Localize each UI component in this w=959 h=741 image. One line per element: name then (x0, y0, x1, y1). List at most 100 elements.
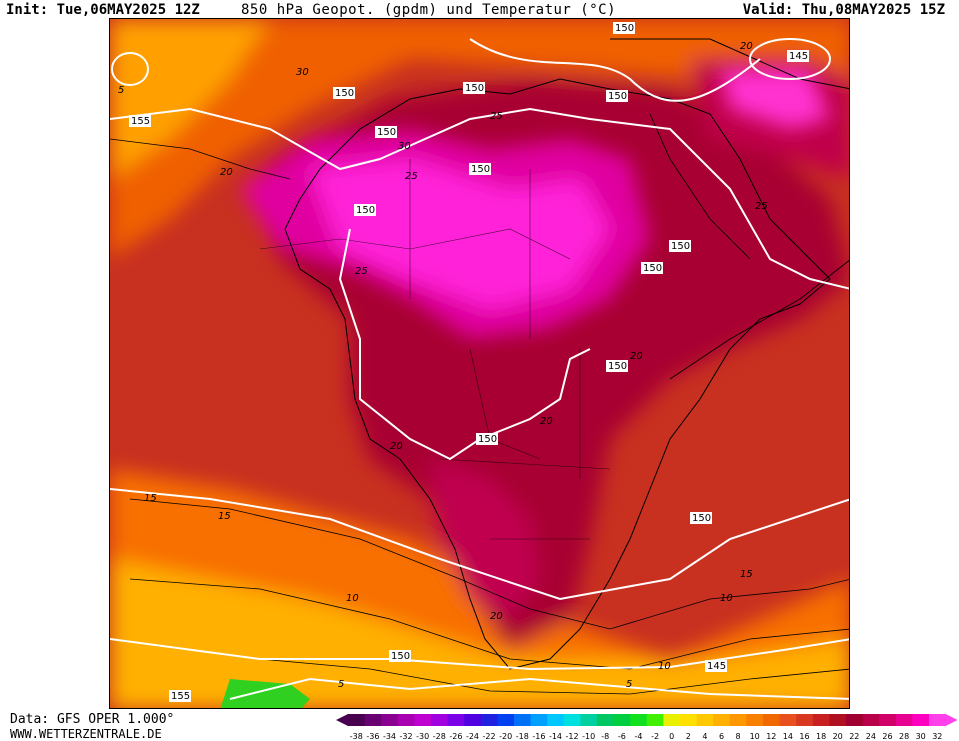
color-scale-right-arrow (945, 714, 958, 726)
color-scale-tick: 18 (816, 732, 826, 741)
isotherm-label: 10 (346, 593, 359, 604)
isotherm-label: 10 (658, 661, 671, 672)
temp-field-southern-africa (430, 459, 540, 619)
geopotential-145-south (229, 677, 849, 700)
data-source: Data: GFS OPER 1.000° (10, 712, 175, 727)
color-scale-swatch (680, 714, 698, 726)
svg-text:150: 150 (465, 83, 484, 94)
color-scale-tick: 16 (799, 732, 809, 741)
color-scale-swatch (348, 714, 366, 726)
color-scale-tick: 14 (783, 732, 793, 741)
color-scale-swatch (464, 714, 482, 726)
color-scale-tick: -18 (516, 732, 529, 741)
isotherm-15 (129, 498, 849, 630)
isotherm-10-south (129, 578, 849, 670)
geopotential-150-central (338, 228, 591, 461)
color-scale-tick: 22 (849, 732, 859, 741)
color-scale-tick: -26 (449, 732, 462, 741)
website: WWW.WETTERZENTRALE.DE (10, 727, 162, 741)
color-scale-tick: -20 (499, 732, 512, 741)
color-scale-swatch (613, 714, 631, 726)
color-scale-swatch (879, 714, 897, 726)
color-scale-swatch (547, 714, 565, 726)
geopotential-label: 150 (469, 163, 491, 175)
geopotential-label: 150 (333, 87, 355, 99)
geopotential-label: 150 (669, 240, 691, 252)
color-scale-tick: -34 (383, 732, 396, 741)
color-scale-swatch (846, 714, 864, 726)
color-scale-swatch (630, 714, 648, 726)
color-scale-swatch (663, 714, 681, 726)
isotherm-label: 5 (338, 679, 344, 690)
geopotential-155 (110, 488, 849, 601)
color-scale-left-arrow (336, 714, 348, 726)
color-scale-tick: -14 (549, 732, 562, 741)
cold-field-southwest (220, 679, 310, 708)
color-scale-tick: 10 (750, 732, 760, 741)
isotherm-label: 20 (540, 416, 553, 427)
color-scale-swatch (812, 714, 830, 726)
geopotential-label: 150 (354, 204, 376, 216)
svg-text:150: 150 (478, 434, 497, 445)
color-scale-tick: -32 (400, 732, 413, 741)
isotherm-label: 15 (740, 569, 753, 580)
color-scale-tick: -12 (566, 732, 579, 741)
geopotential-label: 150 (375, 126, 397, 138)
temp-field-sahara-hottest (310, 159, 610, 309)
isotherm-label: 25 (490, 111, 503, 122)
color-scale-tick: -38 (350, 732, 363, 741)
svg-text:155: 155 (171, 691, 190, 702)
geopotential-150-north (110, 107, 849, 290)
color-scale-swatch (497, 714, 515, 726)
geopotential-label: 155 (169, 690, 191, 702)
color-scale-tick: -6 (618, 732, 626, 741)
color-scale-swatch (381, 714, 399, 726)
svg-text:155: 155 (131, 116, 150, 127)
color-scale-swatch (895, 714, 913, 726)
color-scale-tick: -28 (433, 732, 446, 741)
color-scale-swatch (580, 714, 598, 726)
color-scale-swatch (729, 714, 747, 726)
color-scale-swatch (480, 714, 498, 726)
isotherm-label: 20 (220, 167, 233, 178)
valid-time: Valid: Thu,08MAY2025 15Z (742, 2, 945, 18)
color-scale-swatch (397, 714, 415, 726)
geopotential-label: 150 (641, 262, 663, 274)
color-scale-swatch (713, 714, 731, 726)
svg-text:150: 150 (377, 127, 396, 138)
color-scale-swatch (431, 714, 449, 726)
color-scale-swatch (696, 714, 714, 726)
isotherm-label: 30 (296, 67, 309, 78)
isotherm-20-east (669, 260, 849, 380)
svg-text:145: 145 (707, 661, 726, 672)
chart-title: 850 hPa Geopot. (gpdm) und Temperatur (°… (241, 2, 617, 18)
svg-text:150: 150 (608, 361, 627, 372)
color-scale-swatch (929, 714, 947, 726)
svg-text:150: 150 (615, 23, 634, 34)
geopotential-label: 150 (613, 22, 635, 34)
color-scale-swatch (646, 714, 664, 726)
geopotential-low-center (111, 52, 149, 86)
isotherm-10 (110, 138, 291, 180)
color-scale-tick: 32 (932, 732, 942, 741)
isotherm-labels: 30 30 25 25 25 25 20 20 20 20 20 20 15 15 15 10 10 10 5 5 5 (118, 41, 768, 690)
isotherm-label: 25 (755, 201, 768, 212)
temp-field-far-south (110, 559, 849, 708)
color-scale-swatch (597, 714, 615, 726)
color-scale-tick: -16 (532, 732, 545, 741)
color-scale-tick: -10 (582, 732, 595, 741)
isotherm-label: 15 (144, 493, 157, 504)
isotherm-label: 20 (390, 441, 403, 452)
svg-text:150: 150 (356, 205, 375, 216)
isotherm-5 (259, 658, 849, 695)
color-scale-swatch (414, 714, 432, 726)
color-scale-swatch (563, 714, 581, 726)
color-scale-swatch (912, 714, 930, 726)
svg-text:150: 150 (692, 513, 711, 524)
isotherm-label: 25 (405, 171, 418, 182)
isotherm-label: 5 (626, 679, 632, 690)
geopotential-label: 155 (129, 115, 151, 127)
geopotential-label: 150 (606, 90, 628, 102)
color-scale-swatch (364, 714, 382, 726)
